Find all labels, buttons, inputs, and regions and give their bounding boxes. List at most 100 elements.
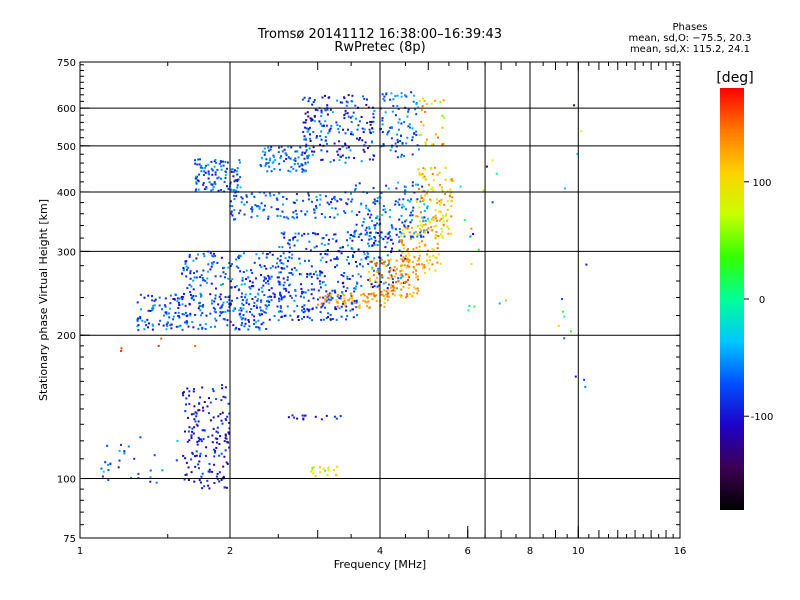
scatter-point	[287, 242, 290, 245]
scatter-point	[425, 103, 428, 105]
scatter-point	[220, 168, 223, 171]
scatter-point	[368, 270, 370, 273]
scatter-point	[270, 295, 273, 298]
scatter-point	[427, 183, 430, 186]
scatter-point	[397, 128, 400, 131]
scatter-point	[371, 286, 374, 289]
scatter-point	[438, 171, 441, 174]
scatter-point	[424, 110, 427, 113]
scatter-point	[307, 129, 310, 132]
scatter-point	[418, 148, 420, 151]
scatter-point	[316, 109, 319, 112]
scatter-point	[345, 156, 348, 159]
scatter-point	[422, 97, 424, 100]
scatter-point	[287, 291, 290, 294]
scatter-point	[301, 151, 304, 154]
scatter-point	[333, 415, 336, 418]
scatter-point	[392, 104, 395, 107]
scatter-point	[299, 262, 302, 265]
scatter-point	[242, 303, 245, 306]
scatter-point	[387, 283, 390, 286]
scatter-point	[255, 253, 258, 256]
scatter-point	[314, 270, 317, 273]
scatter-point	[304, 112, 307, 115]
scatter-point	[169, 324, 172, 327]
scatter-point	[220, 284, 223, 286]
scatter-point	[439, 233, 442, 236]
scatter-point	[326, 113, 329, 116]
scatter-point	[305, 143, 308, 146]
scatter-point	[194, 420, 197, 423]
scatter-point	[325, 316, 328, 319]
scatter-point	[424, 168, 427, 171]
scatter-point	[194, 162, 197, 165]
scatter-point	[380, 192, 383, 194]
scatter-point	[361, 265, 364, 268]
scatter-point	[204, 323, 207, 326]
scatter-point	[310, 119, 313, 122]
scatter-point	[402, 232, 405, 235]
scatter-point	[341, 291, 343, 293]
scatter-point	[269, 157, 272, 160]
scatter-point	[343, 300, 346, 303]
scatter-point	[165, 311, 168, 314]
scatter-point	[213, 451, 216, 454]
scatter-point	[118, 459, 121, 462]
scatter-point	[419, 228, 421, 230]
scatter-point	[193, 388, 195, 390]
scatter-point	[186, 440, 189, 443]
scatter-point	[303, 157, 306, 160]
scatter-point	[264, 204, 266, 207]
scatter-point	[197, 253, 199, 256]
scatter-point	[253, 261, 256, 264]
scatter-point	[280, 267, 283, 269]
scatter-point	[380, 293, 383, 296]
scatter-point	[326, 297, 328, 300]
scatter-point	[169, 302, 172, 305]
scatter-point	[182, 391, 185, 394]
scatter-point	[290, 268, 293, 271]
scatter-point	[365, 233, 368, 236]
scatter-point	[431, 247, 434, 250]
scatter-point	[344, 143, 347, 146]
scatter-point	[384, 235, 387, 238]
scatter-point	[411, 127, 414, 130]
scatter-point	[368, 128, 371, 131]
scatter-point	[373, 262, 376, 265]
scatter-point	[328, 130, 331, 133]
scatter-point	[404, 273, 407, 276]
scatter-point	[290, 146, 293, 149]
scatter-point	[392, 281, 394, 284]
y-tick-label: 750	[57, 58, 76, 69]
scatter-point	[207, 172, 210, 175]
scatter-point	[102, 470, 105, 473]
scatter-point	[446, 200, 449, 203]
scatter-point	[394, 294, 397, 297]
scatter-point	[284, 314, 287, 317]
scatter-point	[362, 221, 365, 223]
scatter-point	[385, 293, 387, 296]
scatter-point	[202, 406, 204, 409]
scatter-point	[373, 285, 376, 288]
scatter-point	[286, 265, 289, 268]
scatter-point	[385, 92, 388, 95]
scatter-point	[409, 214, 412, 217]
scatter-point	[198, 438, 201, 441]
scatter-point	[226, 185, 228, 188]
scatter-point	[424, 223, 427, 226]
scatter-point	[291, 414, 294, 417]
scatter-point	[194, 465, 197, 468]
scatter-point	[296, 239, 299, 242]
scatter-point	[259, 314, 261, 317]
scatter-point	[357, 124, 360, 127]
scatter-point	[404, 94, 407, 97]
scatter-point	[321, 304, 324, 307]
scatter-point	[299, 295, 302, 298]
scatter-point	[326, 201, 329, 204]
scatter-point	[329, 299, 332, 302]
scatter-point	[214, 183, 217, 186]
scatter-point	[406, 264, 409, 267]
scatter-point	[277, 280, 280, 283]
scatter-point	[395, 259, 398, 262]
scatter-point	[308, 97, 311, 100]
